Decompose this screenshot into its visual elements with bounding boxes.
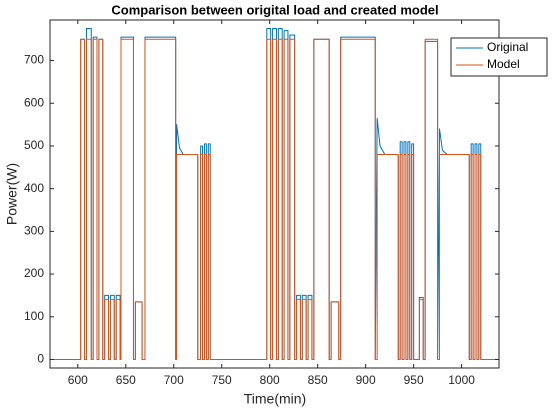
plot-area — [50, 20, 499, 368]
series-line — [50, 38, 499, 360]
legend-label: Original — [487, 40, 528, 54]
chart-title: Comparison between origital load and cre… — [111, 2, 438, 17]
x-tick-label: 850 — [308, 373, 328, 387]
x-tick-label: 900 — [356, 373, 376, 387]
y-tick-label: 300 — [24, 224, 44, 238]
y-axis-label: Power(W) — [4, 163, 20, 225]
x-tick-label: 650 — [116, 373, 136, 387]
lines — [50, 28, 499, 360]
legend-box — [450, 37, 548, 77]
y-tick-label: 700 — [24, 53, 44, 67]
x-tick-label: 600 — [68, 373, 88, 387]
y-tick-label: 0 — [37, 352, 44, 366]
x-tick-label: 700 — [164, 373, 184, 387]
y-tick-label: 500 — [24, 138, 44, 152]
x-tick-label: 1000 — [448, 373, 475, 387]
y-tick-label: 100 — [24, 309, 44, 323]
x-tick-label: 800 — [260, 373, 280, 387]
y-tick-label: 200 — [24, 266, 44, 280]
x-tick-label: 950 — [404, 373, 424, 387]
legend-label: Model — [487, 57, 520, 71]
x-tick-label: 750 — [212, 373, 232, 387]
y-tick-label: 400 — [24, 181, 44, 195]
axes-box — [49, 19, 500, 369]
y-tick-label: 600 — [24, 95, 44, 109]
x-axis-label: Time(min) — [244, 391, 306, 407]
